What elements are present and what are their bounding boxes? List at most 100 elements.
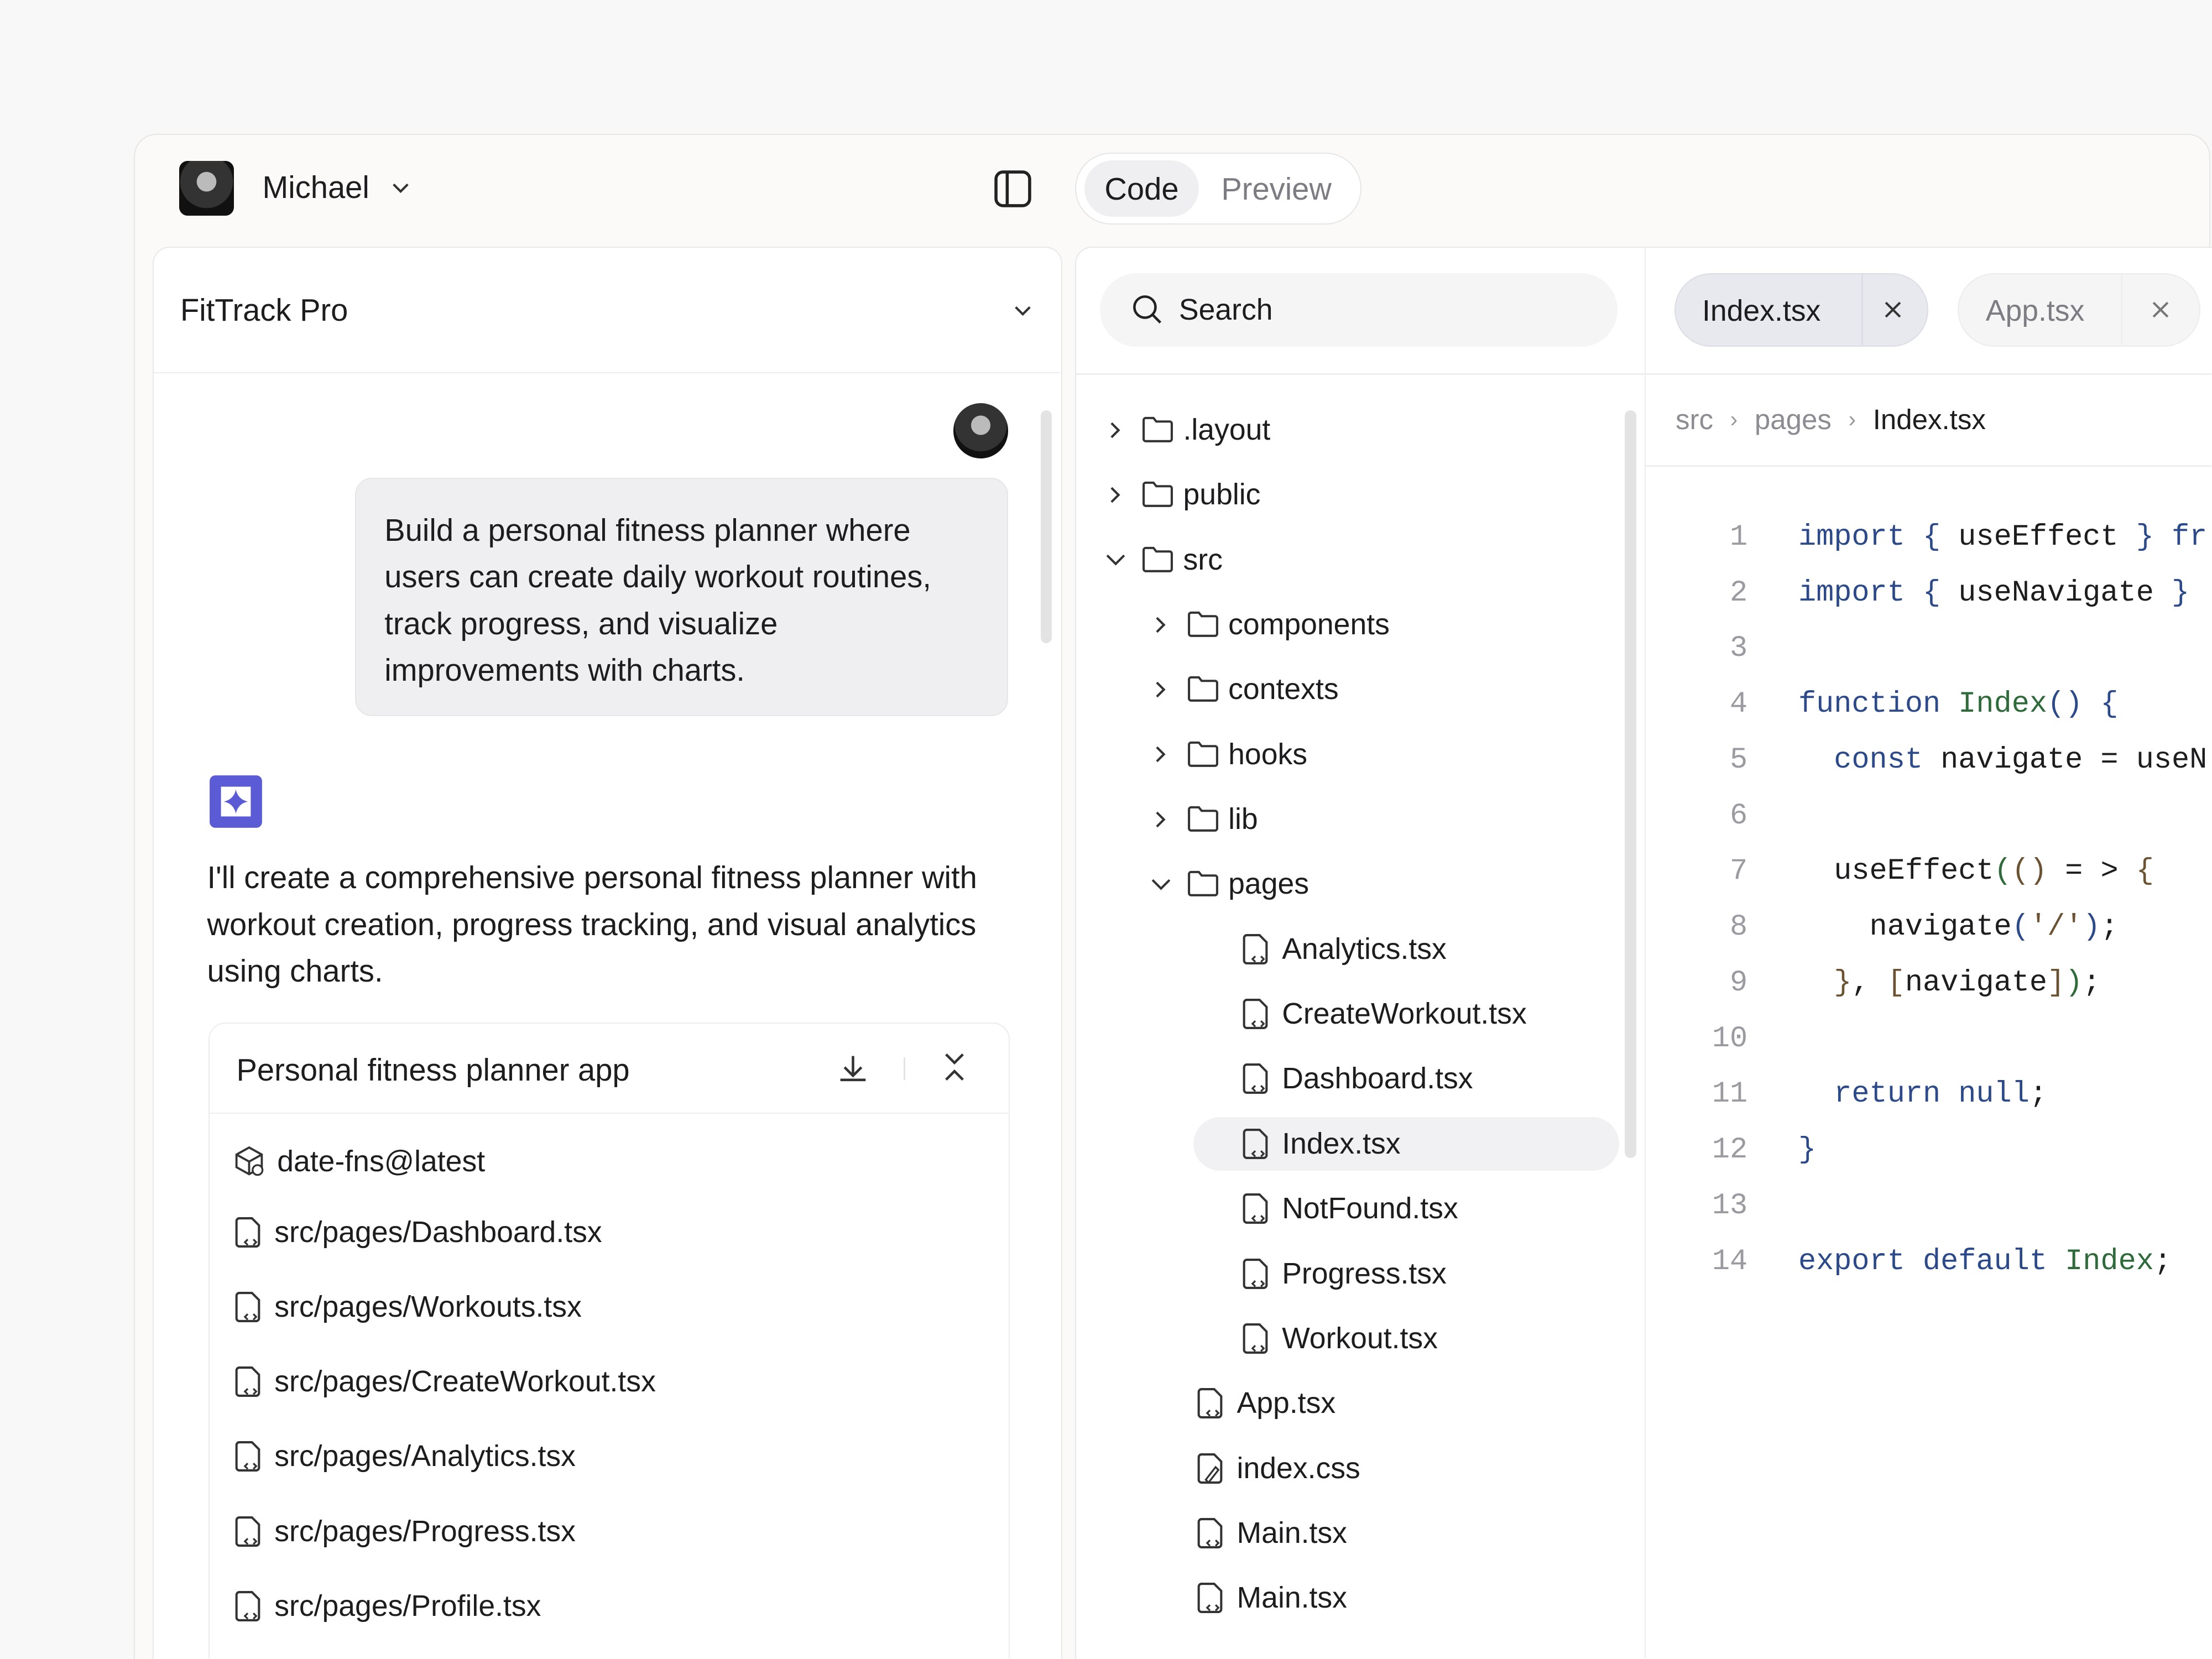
chevron-right-icon[interactable] (1104, 485, 1141, 505)
chevron-right-icon[interactable] (1150, 680, 1186, 700)
tab-code[interactable]: Code (1084, 160, 1199, 217)
artifact-file-item[interactable]: src/pages/CreateWorkout.tsx (232, 1365, 656, 1399)
file-code-icon (232, 1589, 263, 1623)
code-token: fr (2172, 520, 2208, 554)
tree-item-label: contexts (1228, 673, 1339, 706)
chevron-down-icon (392, 184, 409, 194)
file-code-icon (232, 1515, 263, 1548)
tree-item-folder[interactable]: hooks (1150, 728, 1308, 781)
tree-scrollbar[interactable] (1625, 410, 1636, 1158)
tree-item-label: App.tsx (1237, 1387, 1336, 1420)
chevron-right-icon[interactable] (1150, 615, 1186, 635)
artifact-file-item[interactable]: src/pages/Dashboard.tsx (232, 1215, 602, 1249)
artifact-file-item[interactable]: src/pages/Analytics.tsx (232, 1439, 576, 1473)
tree-item-folder[interactable]: lib (1150, 792, 1258, 846)
tree-item-css[interactable]: index.css (1150, 1442, 1360, 1495)
file-code-icon (1240, 1062, 1271, 1095)
code-token: Index (2065, 1244, 2154, 1279)
code-token: Index (1958, 687, 2047, 722)
breadcrumb: src › pages › Index.tsx (1676, 403, 1986, 436)
artifact-file-item[interactable]: src/pages/Workouts.tsx (232, 1290, 582, 1324)
chevron-down-icon[interactable] (1150, 874, 1186, 894)
tree-item-folder[interactable]: public (1104, 468, 1260, 521)
code-token: , (1851, 966, 1887, 1000)
chevron-right-icon[interactable] (1104, 420, 1141, 440)
search-input[interactable]: Search (1100, 273, 1618, 347)
view-toggle: Code Preview (1074, 152, 1361, 225)
code-panel: Search .layout public src components context… (1074, 247, 2212, 1659)
code-editor[interactable]: 1 import { useEffect } fr 2 import { useNav… (1646, 520, 2210, 1311)
folder-icon (1141, 481, 1175, 509)
file-code-icon (1194, 1386, 1225, 1420)
line-number: 3 (1730, 632, 1748, 666)
assistant-message: I'll create a comprehensive personal fit… (207, 860, 977, 988)
tree-item-file[interactable]: Dashboard.tsx (1194, 1052, 1473, 1106)
chevron-right-icon: › (1848, 406, 1856, 432)
code-token: ; (2100, 910, 2119, 945)
file-code-icon (1240, 1322, 1271, 1355)
user-avatar (953, 403, 1009, 458)
breadcrumb-divider (1646, 465, 2212, 467)
editor-tab-app[interactable]: App.tsx (1958, 273, 2201, 347)
folder-icon (1186, 740, 1220, 769)
tree-item-file[interactable]: NotFound.tsx (1194, 1182, 1458, 1235)
code-line: 8 navigate('/'); (1646, 910, 2119, 953)
tree-item-file[interactable]: App.tsx (1150, 1376, 1336, 1430)
code-token: '/' (2029, 910, 2083, 945)
sidebar-toggle-icon[interactable] (993, 169, 1032, 208)
project-selector[interactable]: FitTrack Pro (153, 248, 1061, 374)
avatar[interactable] (179, 160, 234, 216)
tree-item-label: hooks (1228, 738, 1308, 771)
explorer-divider (1644, 248, 1646, 1659)
editor-tab-index[interactable]: Index.tsx (1674, 273, 1928, 347)
user-message-bubble: Build a personal fitness planner where u… (355, 478, 1009, 717)
code-token: ; (2083, 966, 2101, 1000)
close-icon[interactable] (1883, 300, 1903, 320)
code-line: 5 const navigate = useN (1646, 743, 2207, 786)
close-icon[interactable] (2151, 300, 2171, 320)
file-code-icon (232, 1290, 263, 1324)
tab-separator (2121, 274, 2123, 345)
artifact-file-item[interactable]: date-fns@latest (232, 1145, 485, 1178)
file-code-icon (232, 1439, 263, 1473)
artifact-title: Personal fitness planner app (236, 1052, 630, 1087)
file-path: src/pages/Workouts.tsx (274, 1291, 582, 1324)
tree-item-folder[interactable]: src (1104, 533, 1223, 587)
chevron-down-icon[interactable] (1104, 550, 1141, 570)
tree-item-file[interactable]: Workout.tsx (1194, 1312, 1438, 1365)
chevron-right-icon[interactable] (1150, 810, 1186, 830)
tree-item-file[interactable]: CreateWorkout.tsx (1194, 987, 1527, 1041)
tab-preview[interactable]: Preview (1221, 171, 1332, 206)
download-icon[interactable] (836, 1052, 870, 1086)
code-token: navigate (1798, 910, 2012, 945)
line-number: 11 (1712, 1077, 1748, 1112)
chevron-right-icon[interactable] (1150, 744, 1186, 764)
code-token: { (1922, 576, 1959, 610)
line-number: 13 (1712, 1188, 1748, 1223)
code-token: } (2136, 520, 2172, 554)
tree-item-file[interactable]: Index.tsx (1193, 1117, 1620, 1171)
code-line: 7 useEffect(() = > { (1646, 854, 2154, 897)
artifact-file-item[interactable]: src/pages/Progress.tsx (232, 1515, 576, 1548)
tree-item-folder[interactable]: .layout (1104, 403, 1270, 457)
code-line: 9 }, [navigate]); (1646, 966, 2101, 1009)
breadcrumb-pages[interactable]: pages (1754, 404, 1832, 436)
artifact-header[interactable]: Personal fitness planner app (209, 1024, 1008, 1114)
tree-item-file[interactable]: Progress.tsx (1194, 1247, 1447, 1301)
line-number: 1 (1730, 520, 1748, 554)
artifact-file-item[interactable]: src/pages/Profile.tsx (232, 1589, 541, 1623)
code-token: import (1798, 576, 1923, 610)
chat-scrollbar[interactable] (1041, 410, 1052, 643)
tree-item-folder[interactable]: components (1150, 598, 1390, 651)
tree-item-file[interactable]: Analytics.tsx (1194, 922, 1447, 976)
tree-item-folder[interactable]: contexts (1150, 662, 1339, 716)
tree-item-folder[interactable]: pages (1150, 857, 1309, 911)
tree-item-label: Progress.tsx (1282, 1257, 1447, 1290)
tree-item-file[interactable]: Main.tsx (1150, 1571, 1347, 1625)
breadcrumb-src[interactable]: src (1676, 404, 1714, 436)
collapse-icon[interactable] (939, 1050, 970, 1084)
code-line: 14 export default Index; (1646, 1245, 2172, 1287)
tree-item-file[interactable]: Main.tsx (1150, 1506, 1347, 1560)
user-menu[interactable]: Michael (262, 169, 411, 205)
code-line: 2 import { useNavigate } (1646, 576, 2189, 619)
